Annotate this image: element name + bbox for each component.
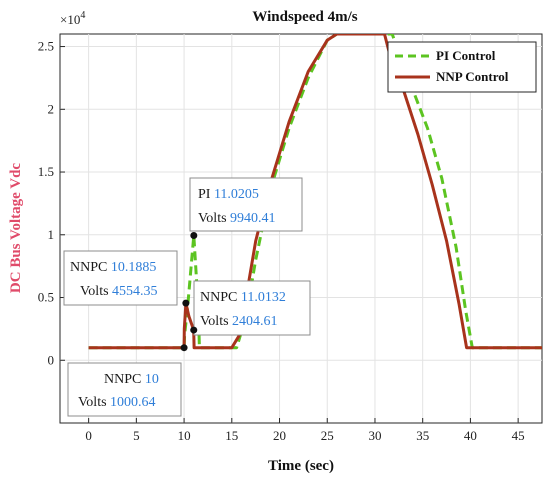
x-tick-label: 10	[178, 428, 191, 443]
y-tick-label: 1	[48, 227, 55, 242]
x-tick-label: 20	[273, 428, 286, 443]
svg-text:Volts 2404.61: Volts 2404.61	[200, 314, 278, 329]
legend: PI Control NNP Control	[387, 41, 537, 93]
datatip-nnpc-base-y: 1000.64	[110, 395, 156, 410]
x-tick-label: 35	[416, 428, 429, 443]
y-tick-label: 1.5	[38, 164, 54, 179]
datatip-pi-x: 11.0205	[214, 187, 259, 202]
x-tick-label: 25	[321, 428, 334, 443]
datatip-marker	[190, 326, 198, 334]
x-tick-label: 40	[464, 428, 477, 443]
legend-box	[387, 41, 537, 93]
x-tick-label: 0	[85, 428, 92, 443]
y-tick-label: 2.5	[38, 39, 54, 54]
datatip-nnpc-drop-ylabel: Volts	[200, 314, 229, 329]
x-tick-label: 45	[512, 428, 525, 443]
series-line-nnp-control	[88, 34, 542, 350]
legend-label-nnp: NNP Control	[436, 69, 509, 84]
y-tick-label: 2	[48, 101, 55, 116]
datatip-nnpc-peak-x: 10.1885	[111, 260, 157, 275]
legend-label-pi: PI Control	[436, 48, 496, 63]
datatip-marker	[180, 344, 188, 352]
datatip-nnpc-base-box	[67, 362, 182, 417]
datatip-nnpc-peak: NNPC 10.1885 Volts 4554.35	[63, 250, 178, 306]
datatips: PI 11.0205 Volts 9940.41 NNPC 10.1885 Vo…	[63, 177, 311, 417]
series-line-pi-control	[88, 34, 542, 350]
series-group	[88, 34, 542, 350]
svg-text:NNPC 11.0132: NNPC 11.0132	[200, 290, 286, 305]
datatip-pi-ylabel: Volts	[198, 211, 227, 226]
datatip-nnpc-base-ylabel: Volts	[78, 395, 107, 410]
svg-text:NNPC 10: NNPC 10	[104, 372, 159, 387]
datatip-marker	[182, 299, 190, 307]
datatip-pi-y: 9940.41	[230, 211, 276, 226]
y-axis-ticks: 0 0.5 1 1.5 2 2.5	[38, 39, 65, 367]
svg-text:NNPC 10.1885: NNPC 10.1885	[70, 260, 156, 275]
datatip-nnpc-drop-x: 11.0132	[241, 290, 286, 305]
datatip-nnpc-peak-ylabel: Volts	[80, 284, 109, 299]
y-tick-label: 0.5	[38, 290, 54, 305]
datatip-markers	[180, 232, 198, 352]
datatip-nnpc-drop-box	[193, 280, 311, 336]
datatip-nnpc-peak-label: NNPC	[70, 260, 107, 275]
datatip-marker	[190, 232, 198, 240]
y-axis-label: DC Bus Voltage Vdc	[8, 163, 24, 294]
svg-text:Volts 1000.64: Volts 1000.64	[78, 395, 156, 410]
x-axis-ticks: 0 5 10 15 20 25 30 35 40 45	[85, 418, 525, 443]
datatip-nnpc-peak-y: 4554.35	[112, 284, 158, 299]
datatip-nnpc-drop-label: NNPC	[200, 290, 237, 305]
datatip-nnpc-base-label: NNPC	[104, 372, 141, 387]
y-tick-label: 0	[48, 352, 55, 367]
datatip-pi-label: PI	[198, 187, 211, 202]
datatip-pi-box	[189, 177, 303, 232]
datatip-nnpc-peak-box	[63, 250, 178, 306]
svg-text:Volts 9940.41: Volts 9940.41	[198, 211, 276, 226]
y-exponent-label: ×104	[60, 10, 85, 27]
datatip-pi: PI 11.0205 Volts 9940.41	[189, 177, 303, 232]
chart-title: Windspeed 4m/s	[252, 9, 357, 25]
svg-text:Volts 4554.35: Volts 4554.35	[80, 284, 158, 299]
grid	[60, 34, 542, 423]
datatip-nnpc-base-x: 10	[145, 372, 159, 387]
x-tick-label: 15	[225, 428, 238, 443]
svg-text:PI 11.0205: PI 11.0205	[198, 187, 259, 202]
x-tick-label: 5	[133, 428, 140, 443]
datatip-nnpc-base: NNPC 10 Volts 1000.64	[67, 362, 182, 417]
x-tick-label: 30	[368, 428, 381, 443]
datatip-nnpc-drop: NNPC 11.0132 Volts 2404.61	[193, 280, 311, 336]
x-axis-label: Time (sec)	[268, 458, 334, 474]
datatip-nnpc-drop-y: 2404.61	[232, 314, 278, 329]
